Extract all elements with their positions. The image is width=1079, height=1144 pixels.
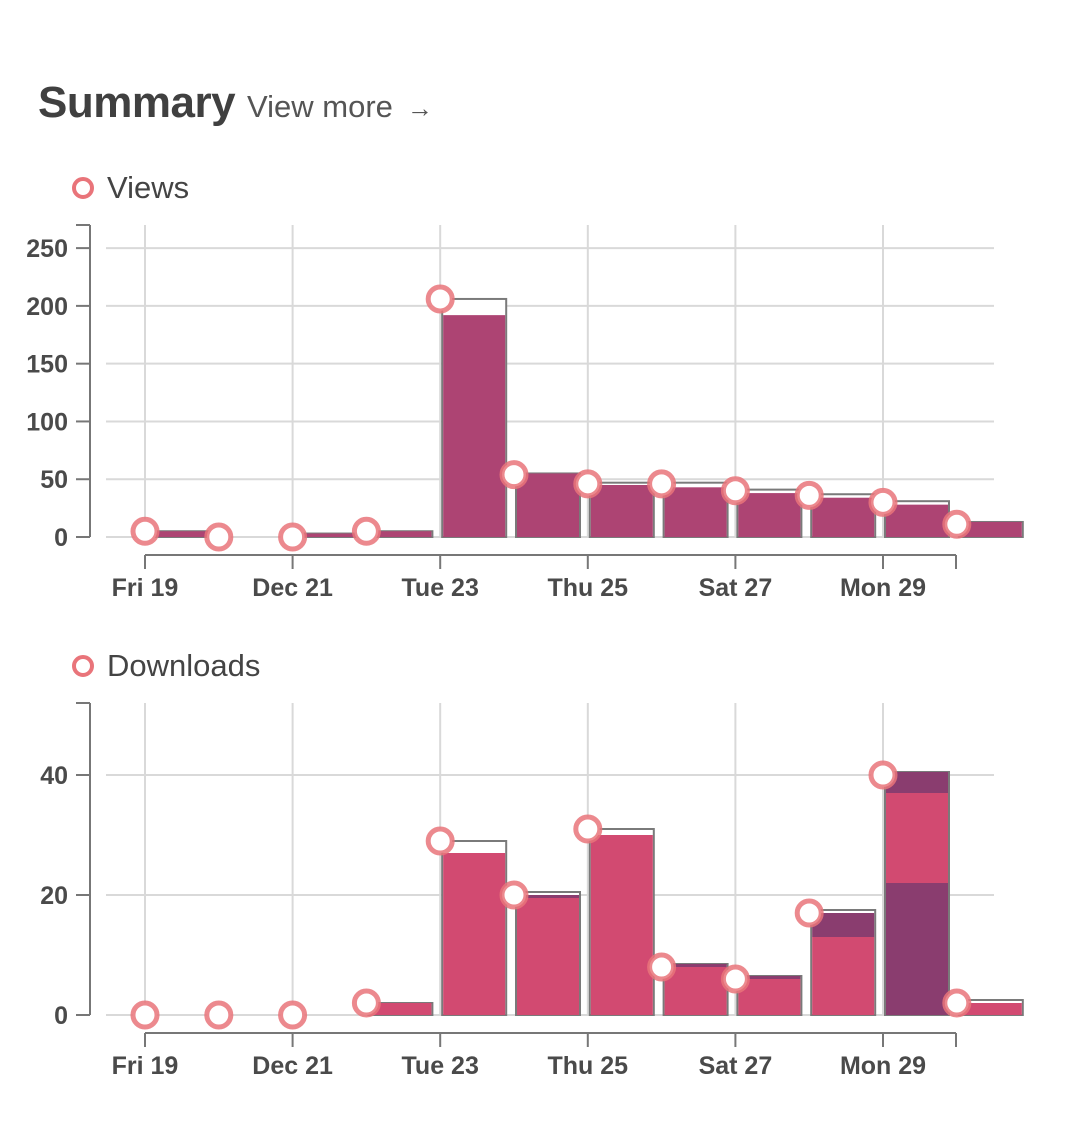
- views-data-point: [425, 284, 455, 314]
- downloads-bar-segment: [517, 895, 579, 898]
- views-bar-segment: [738, 493, 801, 537]
- views-y-tick-label: 0: [54, 524, 68, 552]
- views-x-tick-label: Tue 23: [402, 574, 479, 602]
- views-bar-segment: [590, 485, 653, 537]
- downloads-bar-segment: [738, 979, 801, 1015]
- downloads-bar-segment: [886, 883, 948, 1015]
- downloads-bar-segment: [590, 835, 653, 1015]
- downloads-legend[interactable]: Downloads: [72, 648, 260, 684]
- views-bar-segment: [148, 531, 210, 537]
- views-bar-segment: [664, 487, 727, 537]
- views-bar-segment: [517, 473, 579, 537]
- downloads-x-tick-label: Fri 19: [112, 1052, 179, 1080]
- downloads-data-point: [351, 988, 381, 1018]
- downloads-x-tick-label: Mon 29: [840, 1052, 926, 1080]
- view-more-link[interactable]: View more →: [247, 89, 433, 125]
- views-x-tick-label: Mon 29: [840, 574, 926, 602]
- downloads-data-point: [720, 964, 750, 994]
- downloads-y-tick-label: 0: [54, 1002, 68, 1030]
- downloads-y-tick-label: 20: [40, 882, 68, 910]
- downloads-chart-svg: 0 20 40 Fri 19 Dec 21 Tue 23 Thu 25 Sat 27 Mon 2…: [40, 702, 1024, 1080]
- views-legend[interactable]: Views: [72, 170, 189, 206]
- downloads-data-point: [278, 1000, 308, 1030]
- views-data-point: [499, 460, 529, 490]
- views-chart-svg: 0 50 100 150 200 250 Fri 19 Dec 21 Tue 23 Thu 25 S…: [26, 224, 1024, 602]
- views-bar-segment: [369, 531, 432, 537]
- downloads-x-tick-label: Dec 21: [252, 1052, 333, 1080]
- downloads-bar-segment: [812, 937, 875, 1015]
- views-data-point: [720, 476, 750, 506]
- downloads-x-tick-label: Thu 25: [548, 1052, 629, 1080]
- views-data-point: [204, 522, 234, 552]
- downloads-data-point: [425, 826, 455, 856]
- views-x-tick-label: Thu 25: [548, 574, 629, 602]
- downloads-x-tick-label: Sat 27: [699, 1052, 773, 1080]
- downloads-chart: 0 20 40 Fri 19 Dec 21 Tue 23 Thu 25 Sat 27 Mon 2…: [0, 693, 1079, 1083]
- downloads-data-point: [204, 1000, 234, 1030]
- views-chart: 0 50 100 150 200 250 Fri 19 Dec 21 Tue 23 Thu 25 S…: [0, 215, 1079, 605]
- downloads-bar-segment: [664, 964, 727, 967]
- views-bar-segment: [959, 521, 1022, 537]
- views-data-point: [647, 469, 677, 499]
- views-y-tick-label: 200: [26, 293, 68, 321]
- downloads-data-point: [647, 952, 677, 982]
- views-bar-segment: [886, 504, 948, 537]
- views-data-point: [942, 509, 972, 539]
- downloads-data-point: [794, 898, 824, 928]
- views-data-point: [278, 522, 308, 552]
- downloads-bar-segment: [886, 772, 948, 793]
- views-data-point: [573, 469, 603, 499]
- downloads-bar-segment: [664, 967, 727, 1015]
- views-bar-segment: [443, 315, 506, 537]
- views-y-tick-label: 150: [26, 351, 68, 379]
- downloads-data-point: [499, 880, 529, 910]
- downloads-legend-marker-icon: [72, 655, 94, 677]
- views-data-point: [130, 516, 160, 546]
- arrow-right-icon: →: [406, 93, 433, 123]
- downloads-bar-segment: [738, 976, 801, 979]
- views-data-point: [868, 487, 898, 517]
- summary-header: Summary View more →: [38, 78, 433, 128]
- downloads-data-point: [573, 814, 603, 844]
- downloads-data-point: [942, 988, 972, 1018]
- views-y-tick-label: 100: [26, 408, 68, 436]
- views-x-tick-label: Dec 21: [252, 574, 333, 602]
- downloads-bar-segment: [443, 853, 506, 1015]
- views-y-tick-label: 50: [40, 466, 68, 494]
- downloads-data-point: [130, 1000, 160, 1030]
- views-legend-label: Views: [107, 170, 190, 205]
- views-data-point: [794, 480, 824, 510]
- downloads-data-point: [868, 760, 898, 790]
- views-bar-segment: [812, 497, 875, 537]
- downloads-x-tick-label: Tue 23: [402, 1052, 479, 1080]
- downloads-y-tick-label: 40: [40, 762, 68, 790]
- views-y-tick-label: 250: [26, 235, 68, 263]
- downloads-legend-label: Downloads: [107, 648, 261, 683]
- views-data-point: [351, 516, 381, 546]
- view-more-label: View more: [247, 89, 393, 124]
- views-x-tick-label: Fri 19: [112, 574, 179, 602]
- page-title: Summary: [38, 78, 236, 127]
- views-x-tick-label: Sat 27: [699, 574, 773, 602]
- views-bar-segment: [295, 533, 358, 537]
- downloads-bar-segment: [369, 1003, 432, 1015]
- downloads-bar-segment: [959, 1003, 1022, 1015]
- downloads-bar-segment: [517, 898, 579, 1015]
- views-legend-marker-icon: [72, 177, 94, 199]
- downloads-bar-segment: [886, 793, 948, 883]
